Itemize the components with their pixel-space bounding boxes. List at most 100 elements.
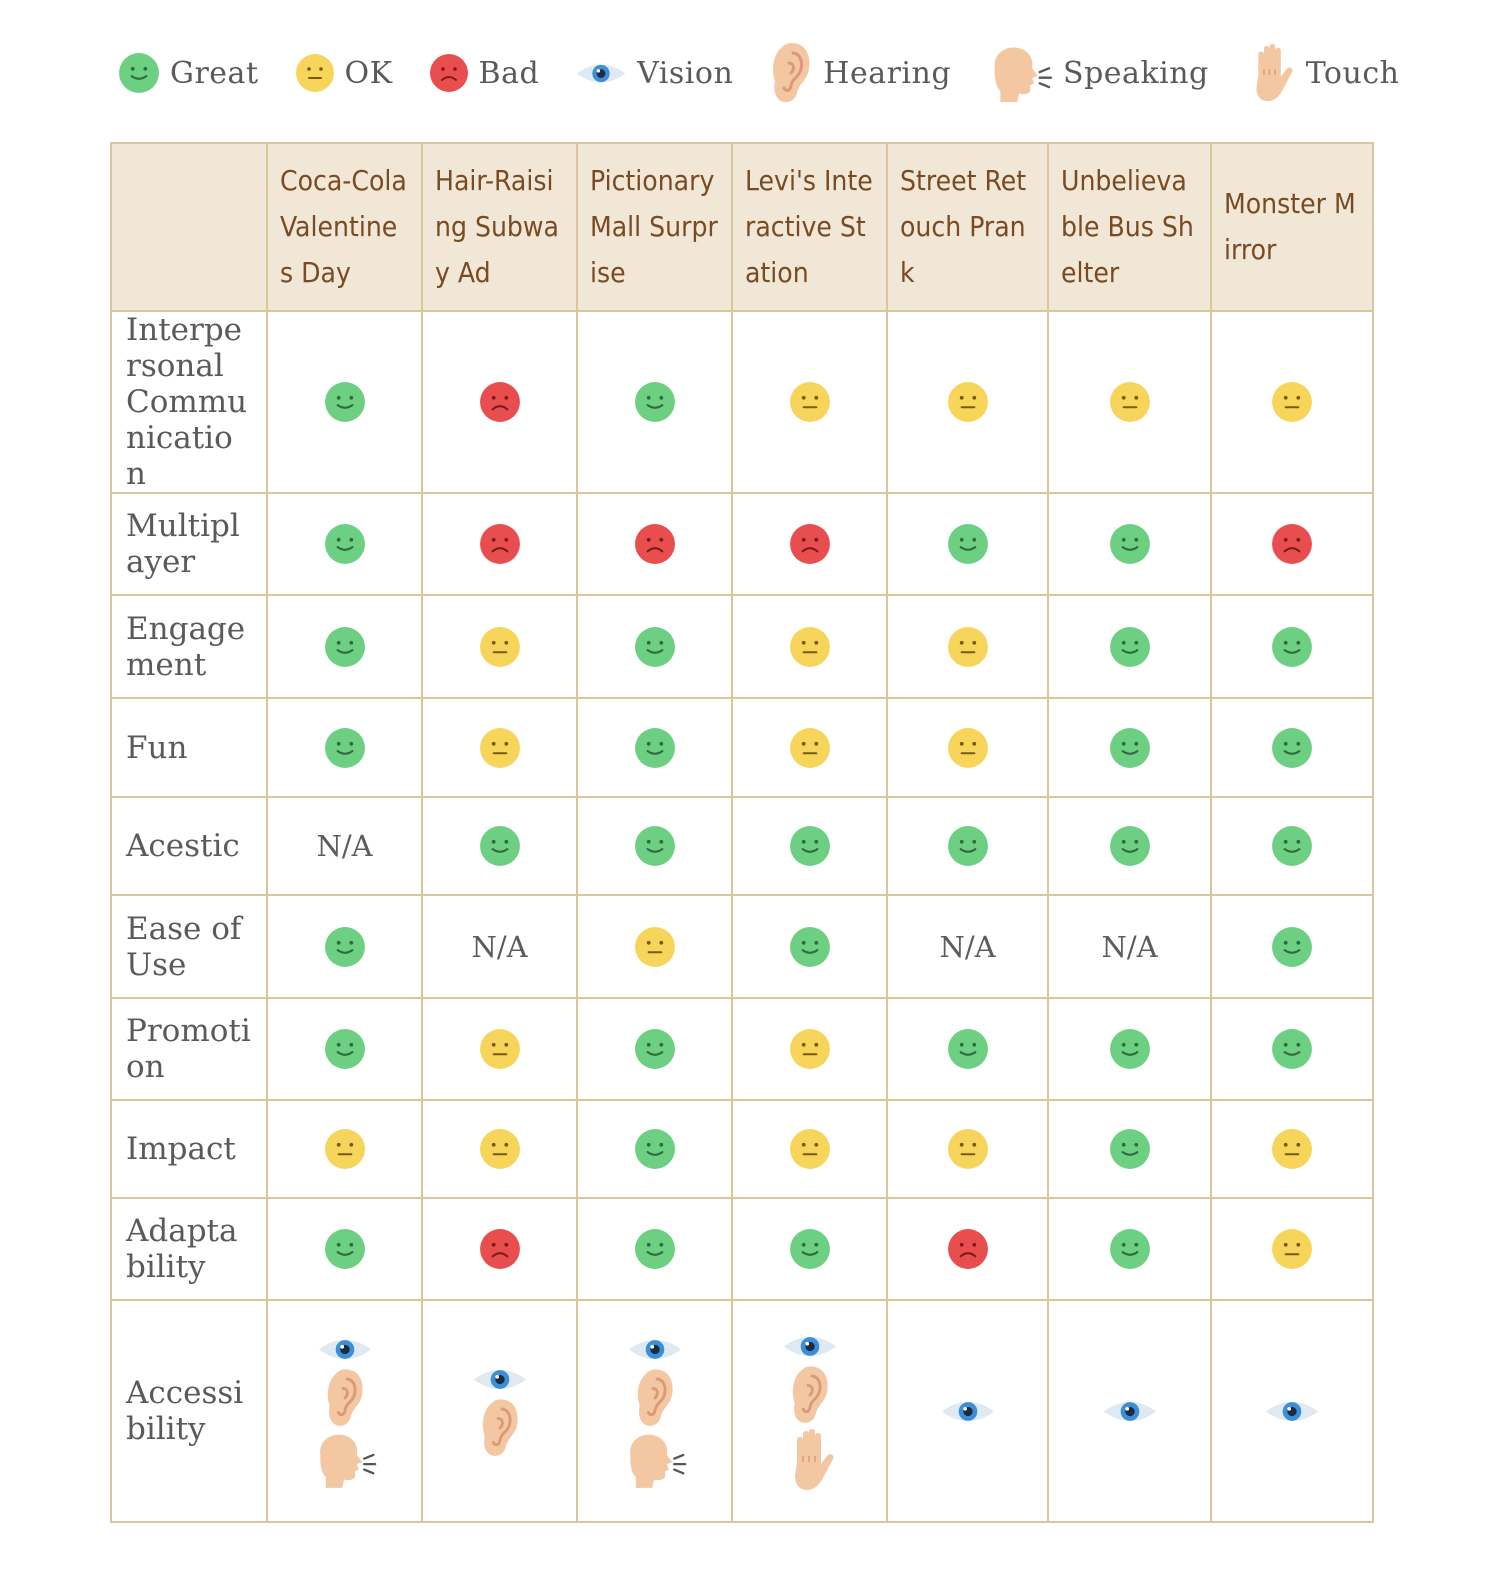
accessibility-cell (266, 1299, 423, 1523)
rating-cell (266, 1197, 423, 1301)
eye-icon (782, 1331, 838, 1362)
great-face-icon (634, 825, 676, 867)
legend-item-hearing: Hearing (769, 41, 951, 105)
rating-cell (886, 594, 1049, 699)
hand-icon (783, 1428, 837, 1492)
rating-cell (886, 310, 1049, 494)
great-face-icon (634, 727, 676, 769)
row-label: Ease of Use (110, 894, 268, 999)
rating-cell (1210, 1197, 1374, 1301)
eye-icon (472, 1364, 528, 1395)
legend-item-ok: OK (295, 53, 393, 93)
row-label: Promotion (110, 997, 268, 1101)
accessibility-cell (1047, 1299, 1212, 1523)
legend: Great OK Bad Vision Hearing Speaking Touch (118, 28, 1435, 118)
great-face-icon (947, 1028, 989, 1070)
table-row: Interpersonal Communication (110, 310, 1374, 494)
great-face-icon (789, 825, 831, 867)
rating-cell (266, 997, 423, 1101)
ok-face-icon (479, 626, 521, 668)
rating-cell (886, 1099, 1049, 1199)
rating-cell (731, 796, 888, 896)
rating-cell (576, 894, 733, 999)
rating-cell (1210, 310, 1374, 494)
table-row: Adaptability (110, 1197, 1374, 1301)
rating-cell (1047, 310, 1212, 494)
ok-face-icon (789, 1128, 831, 1170)
ear-icon (789, 1364, 831, 1426)
table-row: Ease of Use N/A N/A N/A (110, 894, 1374, 999)
not-applicable-text: N/A (939, 929, 996, 964)
rating-cell (1210, 697, 1374, 798)
ok-face-icon (1271, 1128, 1313, 1170)
ok-face-icon (1271, 1228, 1313, 1270)
eye-icon (1264, 1396, 1320, 1427)
bad-face-icon (479, 523, 521, 565)
rating-cell (886, 997, 1049, 1101)
great-face-icon (634, 626, 676, 668)
speaking-head-icon (987, 44, 1053, 103)
rating-cell (1210, 594, 1374, 699)
great-face-icon (324, 926, 366, 968)
great-face-icon (947, 523, 989, 565)
accessibility-cell (576, 1299, 733, 1523)
great-face-icon (324, 523, 366, 565)
rating-cell (421, 594, 578, 699)
row-label: Adaptability (110, 1197, 268, 1301)
great-face-icon (947, 825, 989, 867)
great-face-icon (324, 1028, 366, 1070)
legend-item-vision: Vision (575, 56, 733, 91)
rating-cell (731, 997, 888, 1101)
ok-face-icon (479, 1128, 521, 1170)
accessibility-cell (731, 1299, 888, 1523)
row-label: Impact (110, 1099, 268, 1199)
column-header-label: Hair-Raising Subway Ad (435, 164, 559, 289)
great-face-icon (1109, 523, 1151, 565)
rating-cell: N/A (886, 894, 1049, 999)
rating-cell: N/A (266, 796, 423, 896)
great-face-icon (789, 926, 831, 968)
great-face-icon (324, 626, 366, 668)
great-face-icon (1271, 825, 1313, 867)
column-header-label: Unbelievable Bus Shelter (1061, 164, 1194, 289)
great-face-icon (324, 727, 366, 769)
rating-cell (731, 894, 888, 999)
great-face-icon (1109, 1028, 1151, 1070)
rating-cell (1210, 492, 1374, 596)
great-face-icon (634, 381, 676, 423)
rating-cell (421, 1099, 578, 1199)
table-row: Promotion (110, 997, 1374, 1101)
great-face-icon (324, 381, 366, 423)
great-face-icon (479, 825, 521, 867)
legend-item-touch: Touch (1245, 43, 1400, 103)
rating-cell (576, 697, 733, 798)
great-face-icon (1109, 626, 1151, 668)
column-header-label: Coca-Cola Valentines Day (280, 164, 407, 289)
rating-cell (266, 894, 423, 999)
rating-cell (886, 796, 1049, 896)
bad-face-icon (429, 53, 469, 93)
column-header-label: Street Retouch Prank (900, 164, 1027, 289)
rating-cell (1210, 1099, 1374, 1199)
rating-cell (266, 492, 423, 596)
rating-cell (1210, 997, 1374, 1101)
great-face-icon (118, 52, 160, 94)
eye-icon (575, 59, 627, 88)
eye-icon (627, 1334, 683, 1365)
table-row: Impact (110, 1099, 1374, 1199)
row-label: Interpersonal Communication (110, 310, 268, 494)
great-face-icon (324, 1228, 366, 1270)
rating-cell (421, 1197, 578, 1301)
bad-face-icon (789, 523, 831, 565)
rating-cell: N/A (1047, 894, 1212, 999)
speaking-head-icon (313, 1431, 377, 1489)
rating-cell (576, 310, 733, 494)
rating-cell (576, 1197, 733, 1301)
legend-label: Speaking (1063, 55, 1209, 91)
rating-cell (421, 492, 578, 596)
legend-label: Vision (637, 55, 734, 91)
bad-face-icon (634, 523, 676, 565)
great-face-icon (1271, 626, 1313, 668)
rating-cell: N/A (421, 894, 578, 999)
column-header: Coca-Cola Valentines Day (266, 142, 423, 312)
